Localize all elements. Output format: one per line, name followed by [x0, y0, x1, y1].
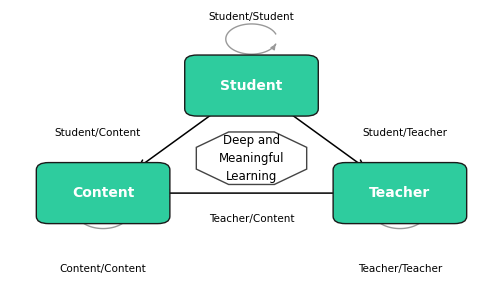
FancyBboxPatch shape — [36, 163, 170, 224]
Text: Student/Teacher: Student/Teacher — [363, 128, 448, 138]
Text: Student: Student — [220, 79, 283, 93]
Polygon shape — [196, 132, 307, 184]
Text: Teacher: Teacher — [369, 186, 431, 200]
Text: Content/Content: Content/Content — [60, 264, 146, 274]
Text: Teacher/Content: Teacher/Content — [209, 214, 294, 224]
Text: Content: Content — [72, 186, 134, 200]
Text: Teacher/Teacher: Teacher/Teacher — [358, 264, 442, 274]
FancyBboxPatch shape — [185, 55, 318, 116]
Text: Student/Student: Student/Student — [209, 12, 294, 22]
Text: Student/Content: Student/Content — [54, 128, 140, 138]
Text: Deep and
Meaningful
Learning: Deep and Meaningful Learning — [219, 134, 284, 183]
FancyBboxPatch shape — [333, 163, 467, 224]
